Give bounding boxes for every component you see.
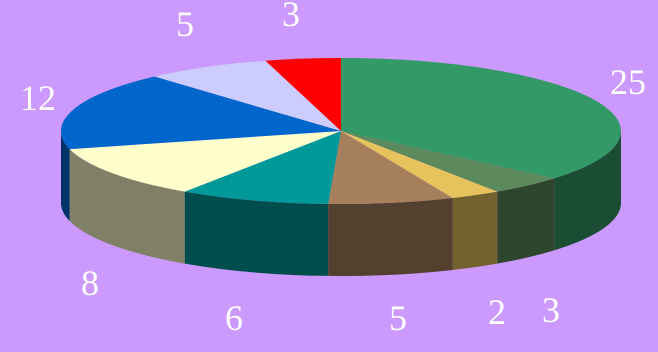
pie-slice-7 (61, 76, 342, 150)
pie-slice-5 (184, 131, 341, 204)
data-label-9: 3 (282, 0, 300, 34)
data-label-8: 5 (176, 4, 194, 44)
pie-slice-side-2 (497, 178, 555, 264)
pie-slice-side-5 (184, 191, 329, 276)
data-label-7: 12 (20, 78, 56, 118)
data-label-4: 5 (389, 298, 407, 338)
pie-slice-9 (265, 58, 341, 131)
pie-tops (61, 58, 621, 204)
pie-slice-side-3 (452, 191, 498, 270)
pie-slice-side-7 (61, 131, 70, 222)
pie-slice-1 (341, 58, 621, 179)
data-label-2: 3 (542, 290, 560, 330)
pie-slice-8 (154, 60, 341, 131)
pie-slice-4 (328, 131, 453, 204)
data-label-1: 25 (610, 62, 646, 102)
pie-slice-6 (69, 131, 341, 192)
pie-slice-side-6 (69, 149, 185, 264)
pie-slice-3 (341, 131, 498, 198)
pie-slice-2 (341, 131, 555, 192)
pie-sides (61, 131, 621, 276)
data-label-5: 6 (225, 298, 243, 338)
pie-slice-side-1 (554, 131, 621, 251)
data-label-3: 2 (488, 292, 506, 332)
pie-slice-side-4 (328, 197, 453, 276)
data-label-6: 8 (81, 263, 99, 303)
